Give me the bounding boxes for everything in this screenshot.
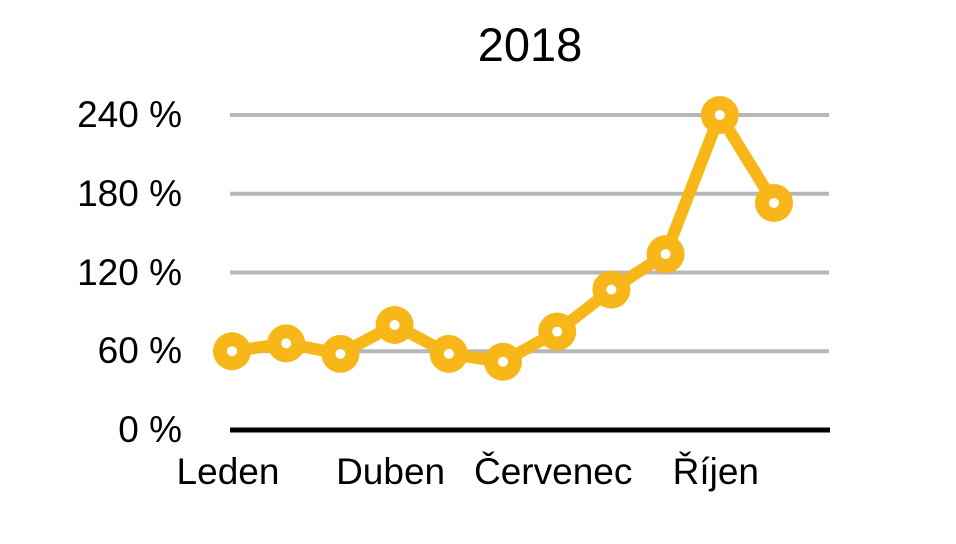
data-point-marker-hole xyxy=(443,348,454,359)
data-point-marker-hole xyxy=(714,110,725,120)
series-line xyxy=(226,109,780,368)
chart-title: 2018 xyxy=(477,18,583,71)
x-axis-label-4: Říjen xyxy=(672,451,759,492)
x-axis-label-1: Leden xyxy=(176,451,280,492)
data-point-marker-hole xyxy=(606,284,617,295)
data-point-marker-hole xyxy=(498,356,508,367)
x-axis-label-2: Duben xyxy=(336,451,446,492)
data-point-marker-hole xyxy=(227,346,237,357)
data-point-marker-hole xyxy=(660,249,671,260)
y-axis-label-120: 120 % xyxy=(77,251,182,293)
y-axis-label-60: 60 % xyxy=(97,330,182,372)
data-point-marker-hole xyxy=(335,348,346,359)
y-axis-label-180: 180 % xyxy=(77,172,182,214)
x-axis-label-3: Červenec xyxy=(474,451,633,492)
data-point-marker-hole xyxy=(552,326,563,337)
y-axis-label-0: 0 % xyxy=(118,409,182,450)
y-axis-label-240: 240 % xyxy=(77,94,182,135)
data-point-marker-hole xyxy=(389,320,400,330)
data-point-marker-hole xyxy=(281,338,292,349)
data-point-marker-hole xyxy=(769,197,779,208)
